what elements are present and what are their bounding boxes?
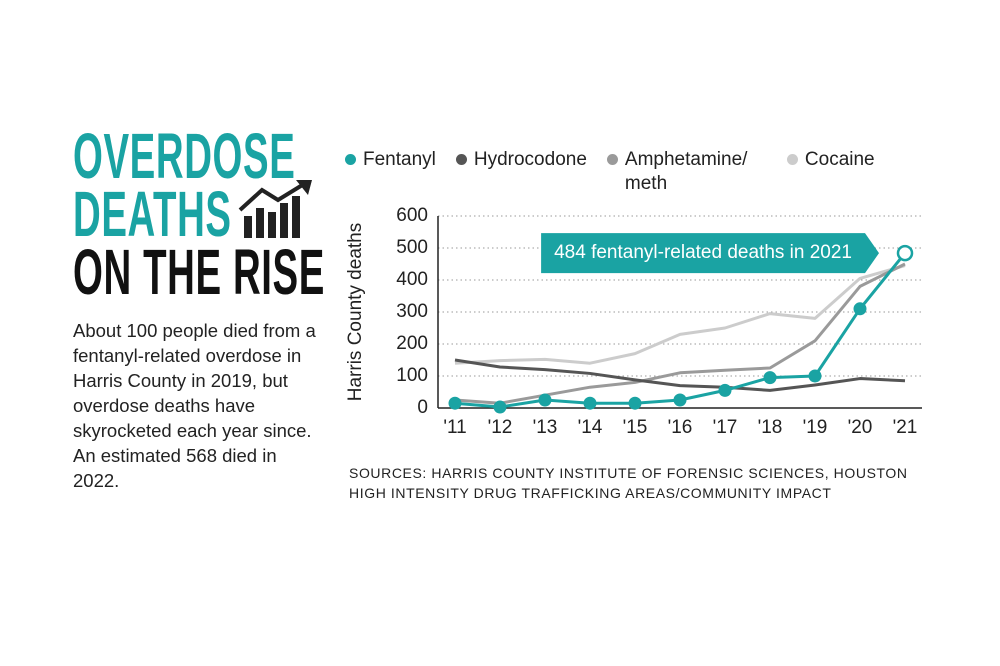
annotation-text: 484 fentanyl-related deaths in 2021 bbox=[554, 242, 852, 263]
x-tick-label: '13 bbox=[533, 417, 558, 438]
series-line bbox=[454, 264, 906, 365]
description: About 100 people died from a fentanyl-re… bbox=[73, 320, 316, 491]
y-tick-label: 300 bbox=[396, 301, 428, 322]
legend-label: Cocaine bbox=[804, 149, 875, 170]
title-line: OVERDOSE bbox=[73, 120, 296, 192]
y-tick-label: 600 bbox=[396, 205, 428, 226]
legend-item: Amphetamine/ meth bbox=[606, 148, 767, 196]
legend-item: Fentanyl bbox=[345, 148, 436, 172]
x-tick-label: '21 bbox=[893, 417, 918, 438]
series-line bbox=[454, 262, 906, 405]
legend-item: Hydrocodone bbox=[455, 148, 587, 172]
x-tick-label: '15 bbox=[623, 417, 648, 438]
source: SOURCES: HARRIS COUNTY INSTITUTE OF FORE… bbox=[349, 465, 908, 501]
point bbox=[763, 371, 777, 385]
point bbox=[538, 393, 552, 407]
x-tick-label: '16 bbox=[668, 417, 693, 438]
point bbox=[673, 393, 687, 407]
x-tick-label: '14 bbox=[578, 417, 603, 438]
title-line: ON THE RISE bbox=[73, 236, 325, 308]
point bbox=[808, 369, 822, 383]
y-tick-label: 200 bbox=[396, 333, 428, 354]
legend-marker bbox=[606, 154, 618, 165]
point bbox=[448, 396, 462, 410]
legend-label: Hydrocodone bbox=[473, 149, 587, 170]
x-tick-label: '20 bbox=[848, 417, 873, 438]
annotation-box bbox=[541, 233, 865, 274]
legend-label: Amphetamine/ meth bbox=[624, 149, 748, 194]
series-line bbox=[454, 252, 907, 409]
annotation: 484 fentanyl-related deaths in 2021 bbox=[541, 233, 879, 274]
annotation-arrow bbox=[865, 233, 879, 274]
y-axis-label: Harris County deaths bbox=[345, 223, 366, 401]
x-tick-label: '12 bbox=[488, 417, 513, 438]
y-tick-label: 0 bbox=[417, 397, 428, 418]
legend-label: Fentanyl bbox=[363, 149, 436, 170]
x-tick-label: '18 bbox=[758, 417, 783, 438]
y-tick-label: 400 bbox=[396, 269, 428, 290]
legend: Fentanyl Hydrocodone Amphetamine/ meth Coca… bbox=[345, 148, 945, 196]
point bbox=[628, 396, 642, 410]
legend-marker bbox=[345, 154, 356, 165]
point bbox=[493, 400, 507, 414]
x-tick-label: '11 bbox=[443, 417, 466, 438]
point bbox=[583, 396, 597, 410]
y-tick-label: 500 bbox=[396, 237, 428, 258]
y-tick-label: 100 bbox=[396, 365, 428, 386]
title-line: DEATHS bbox=[73, 178, 232, 250]
point bbox=[718, 383, 732, 397]
x-tick-label: '17 bbox=[713, 417, 738, 438]
legend-marker bbox=[455, 154, 467, 165]
trend-icon bbox=[238, 180, 312, 238]
series-line bbox=[454, 358, 906, 392]
x-tick-label: '19 bbox=[803, 417, 828, 438]
point bbox=[853, 302, 867, 316]
legend-item: Cocaine bbox=[786, 148, 875, 172]
highlight-point bbox=[896, 244, 914, 262]
legend-marker bbox=[786, 154, 798, 165]
